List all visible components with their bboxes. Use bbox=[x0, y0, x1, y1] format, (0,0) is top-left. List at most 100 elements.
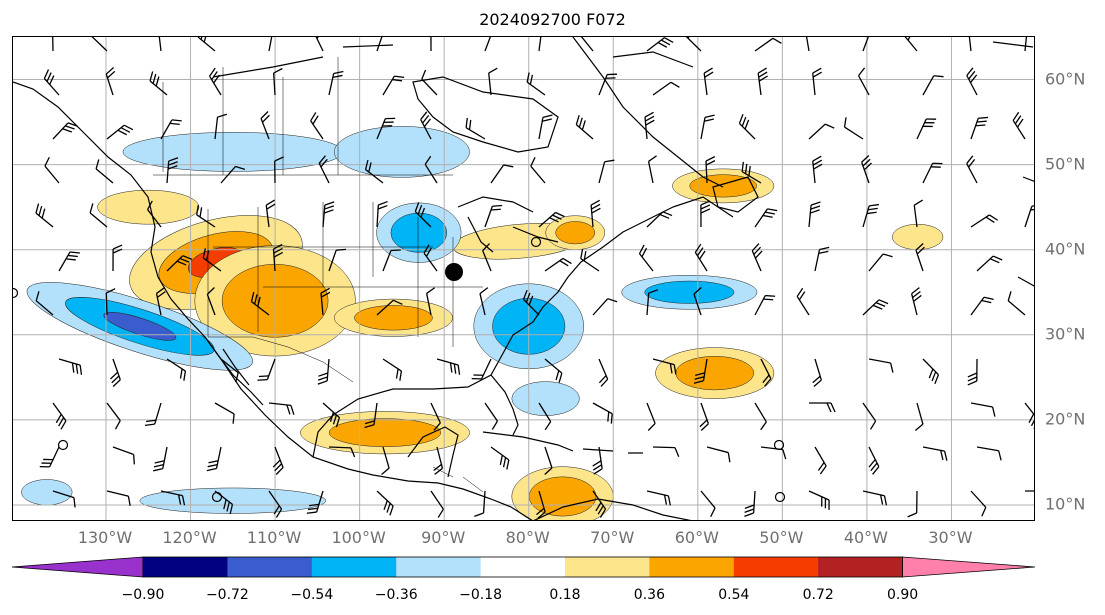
wind-barb bbox=[744, 490, 756, 517]
wind-barb bbox=[421, 69, 438, 96]
border-states-mid bbox=[213, 217, 483, 347]
wind-barb bbox=[376, 117, 396, 140]
wind-barb bbox=[699, 402, 710, 431]
map-canvas bbox=[13, 37, 1034, 520]
wind-barb bbox=[310, 112, 324, 140]
coastline-newfoundland bbox=[712, 176, 759, 213]
wind-barb bbox=[157, 37, 162, 52]
wind-barb bbox=[1007, 291, 1026, 316]
wind-barb bbox=[812, 155, 823, 184]
wind-barb bbox=[862, 203, 879, 228]
coastline-layer bbox=[13, 37, 1034, 520]
wind-barb bbox=[35, 203, 54, 228]
wind-barb bbox=[106, 490, 131, 506]
longitude-label: 50°W bbox=[759, 528, 804, 547]
wind-barb bbox=[592, 402, 613, 424]
wind-barb bbox=[197, 37, 216, 52]
graticule-layer bbox=[13, 37, 1034, 520]
anomaly-contour bbox=[689, 174, 757, 198]
wind-barb bbox=[328, 446, 356, 458]
wind-barb bbox=[433, 446, 444, 475]
wind-barb bbox=[760, 358, 772, 387]
wind-barb bbox=[578, 37, 594, 52]
wind-barb bbox=[51, 37, 54, 52]
longitude-label: 70°W bbox=[590, 528, 635, 547]
wind-barb bbox=[160, 490, 186, 506]
colorbar-segment bbox=[480, 557, 566, 577]
wind-barb bbox=[474, 490, 486, 517]
wind-barb bbox=[812, 67, 823, 96]
wind-barb bbox=[754, 402, 767, 431]
wind-barb bbox=[490, 164, 514, 184]
wind-barb bbox=[39, 446, 60, 468]
wind-barb bbox=[916, 118, 937, 140]
wind-barb bbox=[166, 358, 187, 381]
colorbar-tick-label: −0.18 bbox=[459, 587, 503, 603]
longitude-label: 90°W bbox=[421, 528, 466, 547]
wind-barb bbox=[364, 402, 378, 429]
wind-barb bbox=[808, 490, 830, 510]
wind-barb bbox=[58, 358, 83, 375]
wind-barb bbox=[861, 155, 872, 184]
wind-barb bbox=[907, 490, 918, 518]
wind-barb bbox=[382, 249, 401, 272]
wind-barb bbox=[700, 200, 711, 228]
colorbar-tick-label: 0.54 bbox=[718, 587, 750, 603]
wind-barb bbox=[112, 244, 123, 272]
wind-barb bbox=[105, 288, 116, 316]
coastline-labrador bbox=[572, 37, 734, 218]
longitude-label: 120°W bbox=[162, 528, 217, 547]
wind-barb bbox=[268, 490, 283, 518]
wind-barb bbox=[751, 243, 763, 272]
wind-barb bbox=[430, 490, 444, 518]
latitude-label: 30°N bbox=[1045, 324, 1086, 344]
wind-barb bbox=[273, 67, 283, 96]
colorbar-outline bbox=[142, 556, 903, 578]
wind-barb bbox=[376, 299, 403, 316]
coastline-hudson-bay bbox=[412, 76, 559, 153]
wind-barb bbox=[322, 201, 335, 228]
wind-barb bbox=[1024, 204, 1034, 228]
wind-barb bbox=[465, 117, 486, 140]
wind-barb bbox=[196, 205, 216, 228]
colorbar-segment bbox=[818, 557, 904, 577]
wind-barb bbox=[538, 114, 553, 140]
wind-barb bbox=[808, 123, 835, 140]
colorbar-extend-min bbox=[11, 556, 144, 578]
wind-barb bbox=[260, 111, 270, 140]
wind-barb bbox=[484, 402, 499, 430]
colorbar-segment bbox=[311, 557, 397, 577]
longitude-label: 40°W bbox=[843, 528, 888, 547]
colorbar-tick-label: 0.72 bbox=[802, 587, 834, 603]
wind-barb bbox=[376, 37, 385, 52]
coastline-arctic bbox=[212, 41, 1034, 78]
wind-barb bbox=[693, 358, 708, 384]
wind-barb bbox=[544, 257, 572, 272]
colorbar-tick-label: −0.90 bbox=[121, 587, 165, 603]
colorbar-tick-label: −0.36 bbox=[374, 587, 418, 603]
wind-barb bbox=[862, 299, 889, 316]
calm-circle bbox=[530, 236, 542, 248]
longitude-label: 30°W bbox=[928, 528, 973, 547]
wind-barb bbox=[915, 243, 925, 272]
wind-barb bbox=[976, 255, 1003, 272]
wind-barb bbox=[646, 289, 659, 316]
colorbar-tick-label: 0.90 bbox=[887, 587, 919, 603]
wind-barb bbox=[52, 122, 78, 140]
wind-barb bbox=[52, 402, 67, 430]
wind-barb bbox=[272, 446, 284, 475]
wind-barb bbox=[970, 214, 999, 228]
wind-barb bbox=[312, 37, 324, 52]
wind-barb bbox=[364, 159, 384, 184]
wind-barb bbox=[166, 255, 193, 272]
wind-barb bbox=[703, 67, 714, 96]
wind-barb bbox=[538, 402, 552, 431]
coastline-yucatan bbox=[407, 426, 459, 478]
wind-barb bbox=[757, 67, 768, 96]
wind-barb bbox=[479, 287, 489, 316]
wind-barb bbox=[862, 490, 888, 506]
wind-barb bbox=[490, 446, 510, 470]
wind-barb bbox=[206, 287, 216, 316]
coastline-gulf bbox=[312, 206, 674, 458]
colorbar-segment bbox=[143, 557, 228, 577]
